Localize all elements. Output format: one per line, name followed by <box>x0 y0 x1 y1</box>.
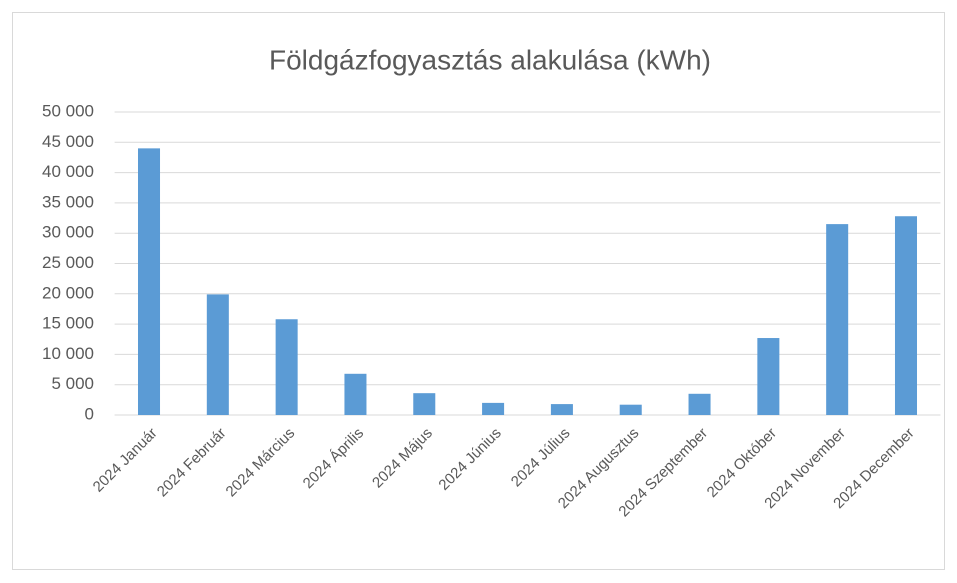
bar <box>757 338 780 415</box>
bar <box>482 402 505 415</box>
chart-border <box>12 12 945 570</box>
bar <box>137 148 161 416</box>
bar <box>619 404 642 415</box>
y-tick-label: 30 000 <box>42 223 94 242</box>
bar <box>206 294 229 415</box>
y-tick-label: 35 000 <box>42 192 94 211</box>
y-tick-label: 20 000 <box>42 283 94 302</box>
y-tick-label: 25 000 <box>42 253 94 272</box>
y-tick-label: 0 <box>85 404 94 423</box>
bar <box>413 393 436 415</box>
y-tick-label: 10 000 <box>42 344 94 363</box>
y-tick-label: 50 000 <box>42 101 94 120</box>
bar <box>550 404 573 415</box>
bar <box>688 393 711 415</box>
y-tick-label: 45 000 <box>42 132 94 151</box>
bar <box>344 373 367 415</box>
y-tick-label: 5 000 <box>51 374 94 393</box>
bar <box>826 224 849 415</box>
y-tick-label: 40 000 <box>42 162 94 181</box>
y-tick-label: 15 000 <box>42 314 94 333</box>
bar <box>275 319 298 415</box>
bar <box>894 216 918 415</box>
chart-title: Földgázfogyasztás alakulása (kWh) <box>269 44 711 75</box>
